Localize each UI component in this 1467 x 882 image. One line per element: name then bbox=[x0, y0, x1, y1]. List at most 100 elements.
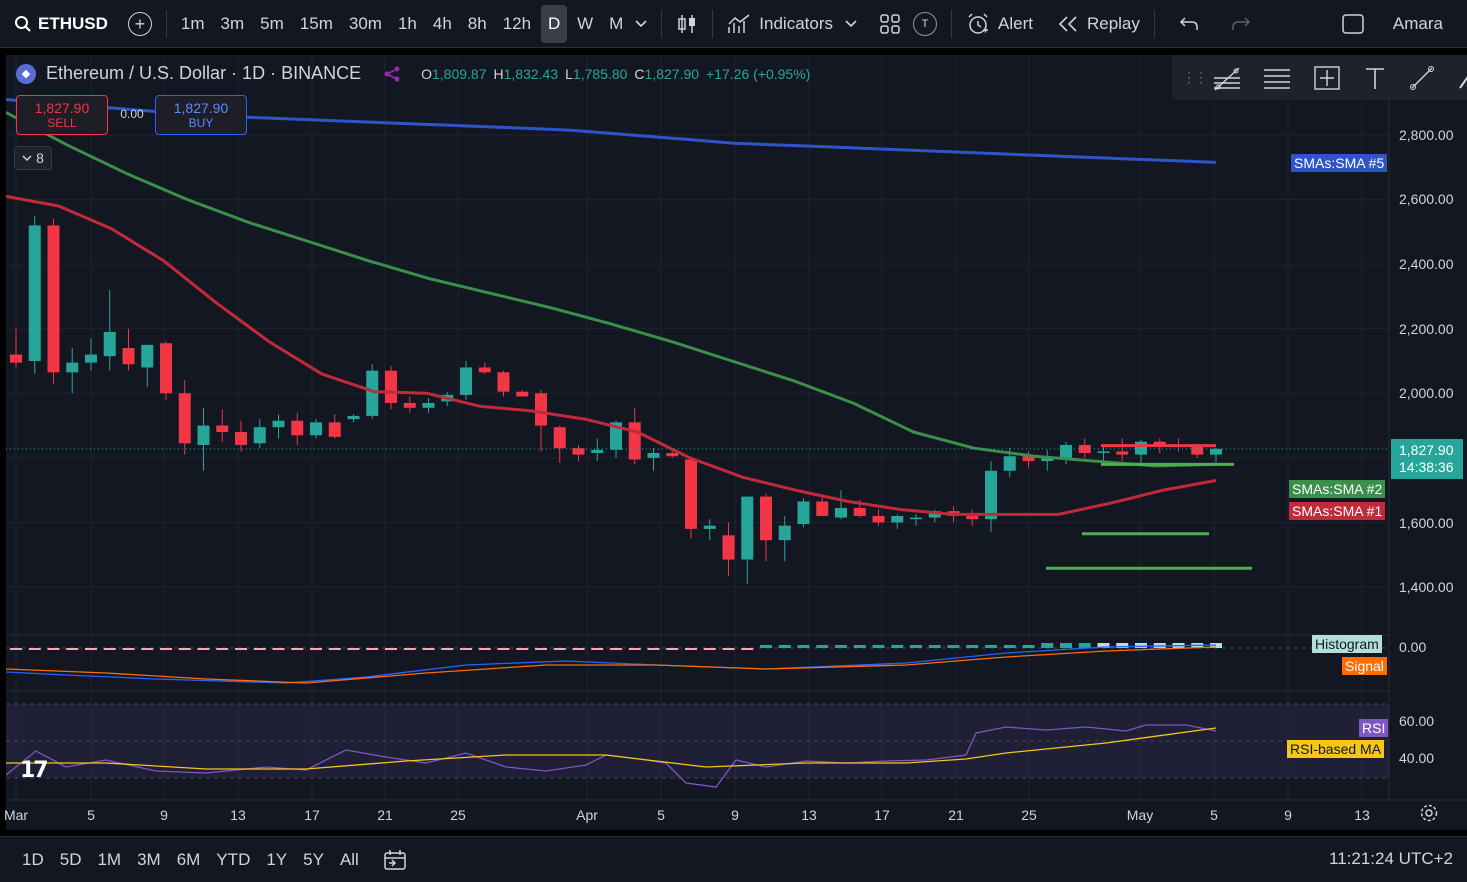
sell-button[interactable]: 1,827.90 SELL bbox=[16, 95, 108, 135]
replay-button[interactable]: Replay bbox=[1051, 0, 1146, 48]
range-5d[interactable]: 5D bbox=[59, 849, 82, 869]
share-icon[interactable] bbox=[383, 65, 401, 83]
templates-button[interactable]: T bbox=[907, 0, 943, 48]
histogram-bar bbox=[28, 648, 41, 650]
histogram-bar bbox=[291, 648, 304, 650]
range-3m[interactable]: 3M bbox=[137, 849, 161, 869]
histogram-bar bbox=[460, 648, 472, 650]
candle-body bbox=[103, 331, 116, 357]
parallel-lines-icon[interactable] bbox=[1262, 63, 1292, 93]
interval-D[interactable]: D bbox=[541, 4, 568, 43]
range-6m[interactable]: 6M bbox=[176, 849, 201, 869]
candle-body bbox=[647, 453, 660, 458]
histogram-bar bbox=[497, 648, 510, 650]
histogram-bar bbox=[722, 648, 735, 650]
buy-price: 1,827.90 bbox=[173, 100, 229, 116]
range-ytd[interactable]: YTD bbox=[216, 849, 251, 869]
histogram-bar bbox=[816, 645, 829, 648]
alert-button[interactable]: Alert bbox=[960, 0, 1039, 48]
open-value: O1,809.87 bbox=[421, 65, 487, 82]
chevron-down-icon bbox=[635, 19, 647, 27]
candle-body bbox=[1022, 456, 1035, 462]
indicators-dropdown[interactable] bbox=[839, 0, 863, 48]
candle-body bbox=[422, 402, 435, 408]
candle-body bbox=[797, 501, 810, 525]
histogram-bar bbox=[516, 648, 529, 650]
interval-1m[interactable]: 1m bbox=[180, 13, 205, 33]
candle-body bbox=[47, 225, 60, 373]
chevron-down-icon bbox=[845, 19, 857, 27]
brush-icon[interactable] bbox=[1456, 63, 1467, 93]
price-scale[interactable]: 2,800.00 2,600.00 2,400.00 2,200.00 2,00… bbox=[1389, 55, 1467, 830]
histogram-bar bbox=[741, 648, 754, 650]
time-axis[interactable]: Mar 5 9 13 17 21 25 Apr 5 9 13 17 21 25 May 5 9 13 bbox=[4, 803, 1389, 830]
rsi-ma-tag: RSI-based MA bbox=[1287, 740, 1385, 758]
price-label: 2,200.00 bbox=[1399, 321, 1454, 337]
indicators-button[interactable]: Indicators bbox=[721, 0, 839, 48]
interval-8h[interactable]: 8h bbox=[467, 13, 487, 33]
interval-dropdown[interactable] bbox=[629, 0, 653, 48]
buy-label: BUY bbox=[188, 116, 214, 130]
histogram-bar bbox=[1116, 643, 1129, 648]
line-tool-icon[interactable] bbox=[1408, 63, 1436, 93]
user-menu[interactable]: Amara bbox=[1387, 0, 1449, 48]
range-1m[interactable]: 1M bbox=[97, 849, 122, 869]
legend-title[interactable]: Ethereum / U.S. Dollar · 1D · BINANCE bbox=[46, 63, 362, 83]
settings-gear-icon[interactable] bbox=[1416, 803, 1442, 829]
fullscreen-button[interactable] bbox=[1335, 0, 1371, 48]
histogram-bar bbox=[385, 648, 397, 650]
chart-pane[interactable]: ◆ Ethereum / U.S. Dollar · 1D · BINANCE … bbox=[4, 55, 1467, 830]
chart-canvas[interactable] bbox=[6, 55, 1467, 830]
buy-button[interactable]: 1,827.90 BUY bbox=[155, 95, 247, 135]
divider bbox=[951, 9, 952, 38]
compare-button[interactable]: + bbox=[122, 0, 158, 48]
candle-body bbox=[478, 367, 491, 373]
range-5y[interactable]: 5Y bbox=[303, 849, 324, 869]
range-1d[interactable]: 1D bbox=[22, 849, 44, 869]
undo-button[interactable] bbox=[1173, 0, 1205, 48]
histogram-bar bbox=[178, 648, 191, 650]
interval-W[interactable]: W bbox=[577, 13, 594, 33]
indicator-collapse-button[interactable]: 8 bbox=[14, 146, 52, 170]
histogram-bar bbox=[703, 648, 716, 650]
interval-15m[interactable]: 15m bbox=[299, 13, 333, 33]
interval-12h[interactable]: 12h bbox=[502, 13, 532, 33]
chart-type-button[interactable] bbox=[670, 0, 704, 48]
candles-icon bbox=[678, 14, 696, 33]
tradingview-logo[interactable]: 17 bbox=[20, 758, 49, 783]
layouts-button[interactable] bbox=[873, 0, 907, 48]
time-label: 13 bbox=[1354, 807, 1370, 823]
clock[interactable]: 11:21:24 UTC+2 bbox=[1329, 849, 1453, 868]
candle-body bbox=[216, 425, 229, 433]
range-all[interactable]: All bbox=[339, 849, 359, 869]
histogram-bar bbox=[966, 645, 979, 648]
interval-3m[interactable]: 3m bbox=[220, 13, 245, 33]
candle-body bbox=[985, 470, 997, 520]
symbol-search[interactable]: ETHUSD bbox=[0, 14, 122, 34]
interval-1h[interactable]: 1h bbox=[397, 13, 417, 33]
text-tool-icon[interactable] bbox=[1362, 63, 1388, 93]
macd-line bbox=[6, 644, 1217, 684]
interval-5m[interactable]: 5m bbox=[260, 13, 284, 33]
candle-body bbox=[66, 362, 79, 373]
histogram-bar bbox=[160, 648, 172, 650]
candle-body bbox=[85, 354, 97, 363]
candle-body bbox=[272, 420, 285, 428]
ohlc-values: O1,809.87 H1,832.43 L1,785.80 C1,827.90 … bbox=[421, 66, 810, 82]
trend-fib-icon[interactable] bbox=[1212, 63, 1242, 93]
interval-M[interactable]: M bbox=[609, 13, 624, 33]
histogram-bar bbox=[928, 645, 941, 648]
drag-handle-icon[interactable]: ⋮⋮ bbox=[1182, 69, 1208, 85]
interval-30m[interactable]: 30m bbox=[348, 13, 382, 33]
candle-body bbox=[1003, 456, 1016, 471]
redo-button[interactable] bbox=[1225, 0, 1257, 48]
candle-body bbox=[178, 393, 191, 444]
measure-icon[interactable] bbox=[1312, 63, 1342, 93]
sma1-line bbox=[6, 194, 1217, 516]
candle-body bbox=[891, 515, 904, 523]
candle-body bbox=[628, 422, 641, 460]
interval-4h[interactable]: 4h bbox=[432, 13, 452, 33]
date-range-button[interactable] bbox=[377, 836, 413, 882]
time-label: 21 bbox=[377, 807, 393, 823]
range-1y[interactable]: 1Y bbox=[266, 849, 288, 869]
